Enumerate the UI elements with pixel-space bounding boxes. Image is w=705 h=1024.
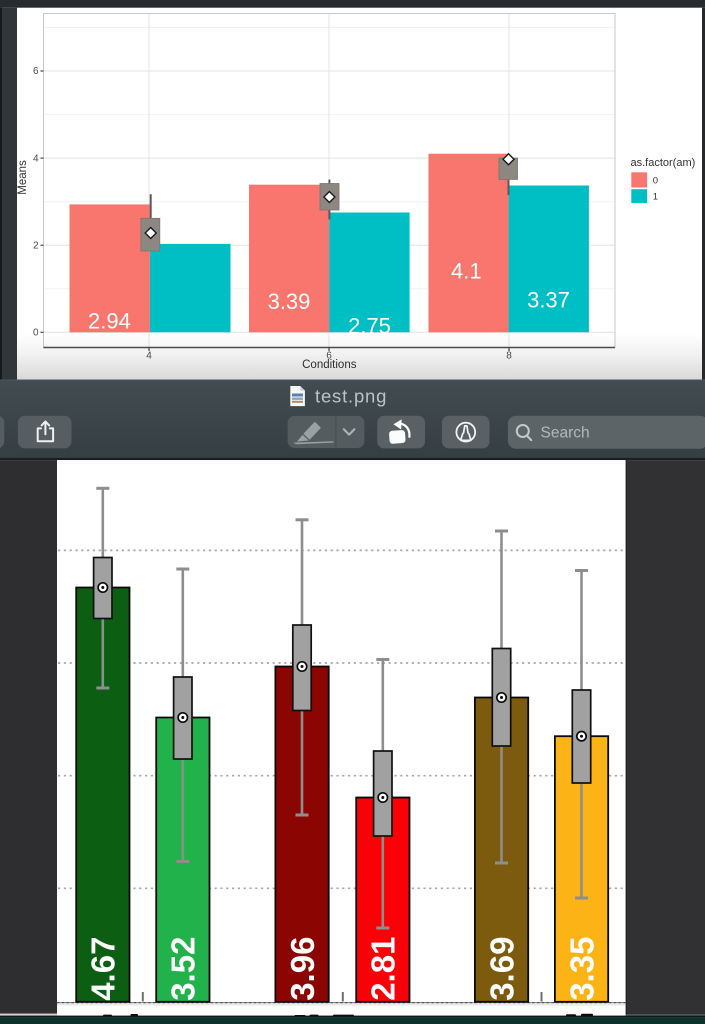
svg-text:test.png: test.png (315, 386, 387, 407)
svg-text:4: 4 (33, 153, 39, 164)
svg-text:3.69: 3.69 (483, 937, 520, 1001)
svg-text:6: 6 (33, 66, 39, 77)
svg-text:3.52: 3.52 (165, 937, 202, 1001)
svg-text:3.37: 3.37 (527, 288, 570, 313)
svg-text:as.factor(am): as.factor(am) (631, 157, 696, 169)
svg-text:3.96: 3.96 (284, 937, 321, 1001)
svg-text:2: 2 (33, 240, 39, 251)
svg-text:0: 0 (653, 175, 658, 186)
svg-text:3.35: 3.35 (563, 937, 600, 1001)
svg-text:2.81: 2.81 (365, 937, 402, 1001)
svg-text:3.39: 3.39 (268, 289, 311, 314)
svg-text:1: 1 (653, 192, 658, 203)
svg-text:4.1: 4.1 (451, 258, 482, 283)
svg-text:2.94: 2.94 (88, 309, 131, 334)
svg-text:Means: Means (17, 160, 29, 195)
svg-text:Search: Search (541, 424, 590, 441)
svg-text:4.67: 4.67 (85, 937, 122, 1001)
